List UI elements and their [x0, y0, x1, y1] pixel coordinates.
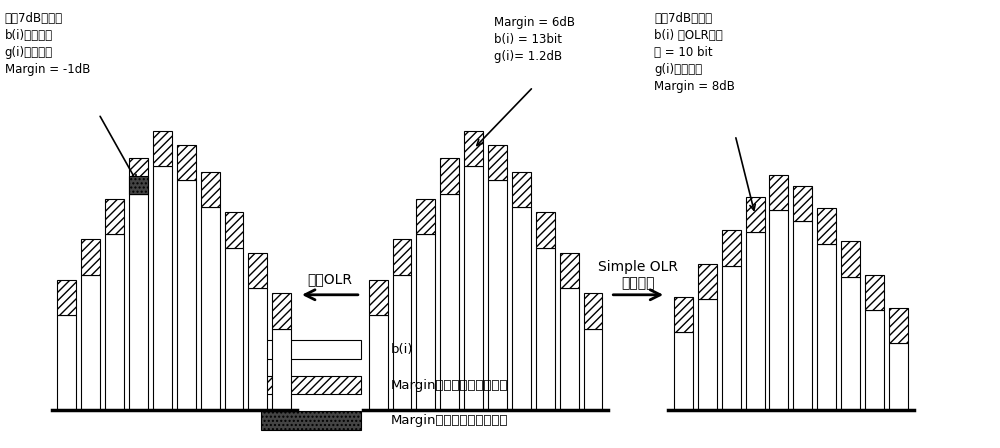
Bar	[81, 275, 100, 410]
Bar	[865, 310, 884, 410]
Bar	[841, 241, 860, 277]
Bar	[536, 212, 555, 248]
Bar	[889, 308, 908, 343]
Bar	[153, 131, 172, 167]
Bar	[674, 332, 693, 410]
Bar	[722, 230, 741, 266]
Bar	[440, 194, 459, 410]
Bar	[722, 266, 741, 410]
Text: 注入7dB的噪声
b(i)保持不变
g(i)保持不变
Margin = -1dB: 注入7dB的噪声 b(i)保持不变 g(i)保持不变 Margin = -1dB	[5, 12, 90, 76]
Bar	[536, 248, 555, 410]
Bar	[272, 329, 291, 410]
Bar	[225, 212, 243, 248]
Bar	[261, 376, 361, 394]
Bar	[889, 343, 908, 410]
Bar	[488, 145, 507, 180]
Bar	[416, 234, 435, 410]
Bar	[865, 275, 884, 310]
Bar	[393, 239, 411, 275]
Bar	[584, 293, 602, 329]
Bar	[105, 198, 124, 234]
Bar	[769, 210, 788, 410]
Bar	[512, 207, 531, 410]
Bar	[201, 207, 220, 410]
Bar	[129, 176, 148, 194]
Bar	[464, 167, 483, 410]
Bar	[153, 167, 172, 410]
Bar	[584, 329, 602, 410]
Bar	[177, 180, 196, 410]
Bar	[225, 248, 243, 410]
Bar	[177, 145, 196, 180]
Bar	[261, 340, 361, 359]
Bar	[129, 158, 148, 194]
Bar	[416, 198, 435, 234]
Bar	[488, 180, 507, 410]
Bar	[560, 288, 579, 410]
Bar	[57, 280, 76, 315]
Text: 注入7dB的噪声
b(i) 的OLR调整
值 = 10 bit
g(i)保持不变
Margin = 8dB: 注入7dB的噪声 b(i) 的OLR调整 值 = 10 bit g(i)保持不变…	[654, 12, 735, 93]
Bar	[393, 275, 411, 410]
Bar	[793, 221, 812, 410]
Bar	[769, 175, 788, 210]
Text: b(i): b(i)	[391, 343, 413, 356]
Text: Margin = 6dB
b(i) = 13bit
g(i)= 1.2dB: Margin = 6dB b(i) = 13bit g(i)= 1.2dB	[494, 16, 575, 63]
Bar	[201, 172, 220, 207]
Text: Margin的数值处于正常范围: Margin的数值处于正常范围	[391, 379, 508, 392]
Bar	[746, 197, 765, 233]
Bar	[248, 288, 267, 410]
Bar	[746, 233, 765, 410]
Bar	[512, 172, 531, 207]
Bar	[248, 253, 267, 288]
Bar	[793, 186, 812, 221]
Bar	[464, 131, 483, 167]
Bar	[369, 280, 388, 315]
Text: Margin的数值处于异常范围: Margin的数值处于异常范围	[391, 414, 508, 427]
Text: 关闭OLR: 关闭OLR	[307, 272, 352, 286]
Bar	[698, 263, 717, 299]
Text: Simple OLR
处理方式: Simple OLR 处理方式	[598, 260, 678, 290]
Bar	[81, 239, 100, 275]
Bar	[261, 411, 361, 430]
Bar	[560, 253, 579, 288]
Bar	[817, 244, 836, 410]
Bar	[129, 194, 148, 410]
Bar	[272, 293, 291, 329]
Bar	[674, 297, 693, 332]
Bar	[817, 208, 836, 244]
Bar	[369, 315, 388, 410]
Bar	[105, 234, 124, 410]
Bar	[440, 158, 459, 194]
Bar	[57, 315, 76, 410]
Bar	[698, 299, 717, 410]
Bar	[841, 277, 860, 410]
